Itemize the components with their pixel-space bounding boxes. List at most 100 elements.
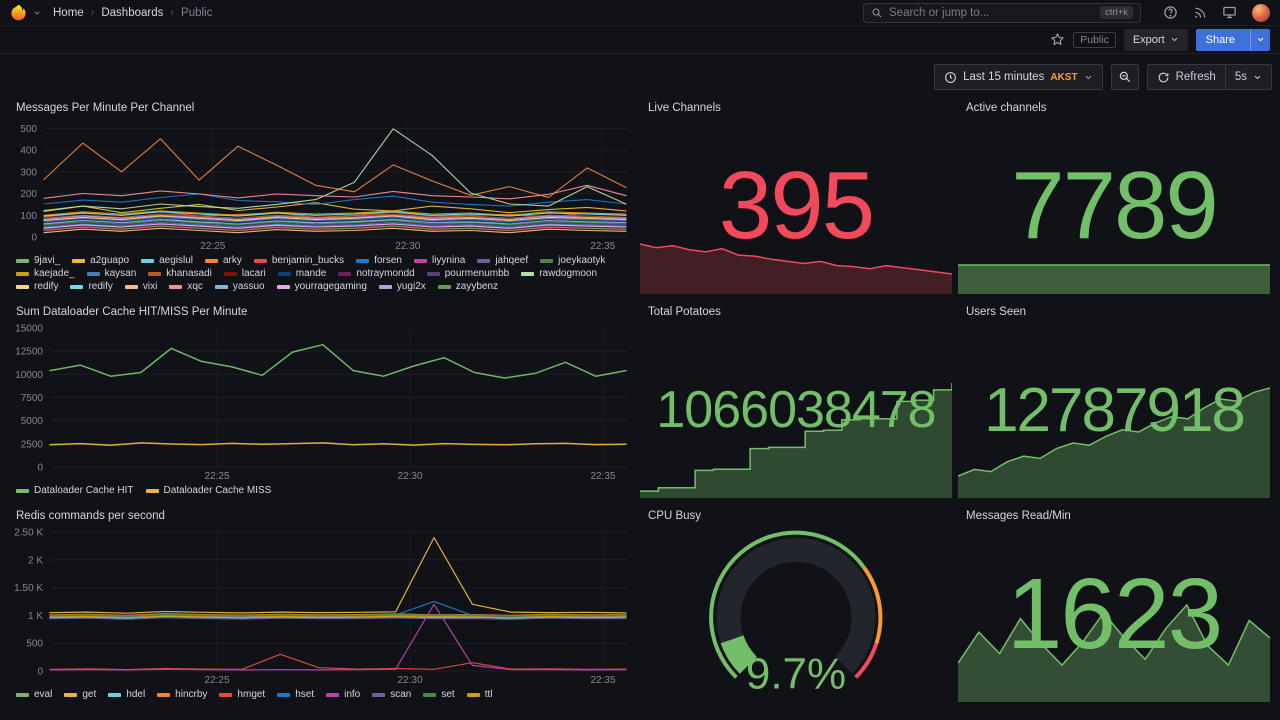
time-series-chart[interactable]: 22:25 22:30 22:35 0 500 1 K 1.50 K 2 K 2.50 K [8, 526, 634, 687]
dashboard-grid: Messages Per Minute Per Channel 22:25 22:… [0, 98, 1280, 702]
legend-item[interactable]: scan [372, 689, 411, 700]
breadcrumb-public[interactable]: Public [181, 6, 213, 19]
user-avatar[interactable] [1252, 3, 1270, 22]
legend-item[interactable]: notraymondd [338, 268, 415, 279]
legend-item[interactable]: yassuo [214, 281, 265, 292]
refresh-controls: Refresh 5s [1146, 64, 1272, 90]
legend-item[interactable]: pourmenumbb [426, 268, 509, 279]
legend-item[interactable]: hincrby [157, 689, 207, 700]
refresh-label: Refresh [1175, 71, 1216, 83]
panel-title[interactable]: CPU Busy [648, 510, 702, 522]
time-series-chart[interactable]: 22:25 22:30 22:35 0 2500 5000 7500 10000 12500 15… [8, 322, 634, 483]
legend-item[interactable]: ttl [466, 689, 493, 700]
stat-value: 1066038478 [656, 381, 936, 439]
stat-sparkline [958, 262, 1270, 294]
legend-label: joeykaotyk [558, 255, 606, 266]
legend-item[interactable]: yugi2x [378, 281, 426, 292]
legend-label: forsen [374, 255, 402, 266]
legend-item[interactable]: info [326, 689, 360, 700]
legend-item[interactable]: zayybenz [437, 281, 498, 292]
refresh-interval-dropdown[interactable]: 5s [1224, 65, 1271, 89]
breadcrumb: Home › Dashboards › Public [53, 7, 212, 19]
panel-title[interactable]: Total Potatoes [648, 306, 721, 318]
legend-item[interactable]: 9javi_ [16, 255, 60, 266]
legend-item[interactable]: benjamin_bucks [253, 255, 345, 266]
legend-item[interactable]: hdel [108, 689, 145, 700]
share-menu-chevron-icon[interactable] [1250, 28, 1270, 51]
legend-item[interactable]: kaysan [86, 268, 136, 279]
legend-color-dash [437, 284, 451, 289]
panel-title[interactable]: Redis commands per second [16, 510, 165, 522]
star-icon[interactable] [1050, 32, 1065, 47]
grafana-logo[interactable] [10, 4, 27, 21]
panel-active-channels: Active channels 7789 [958, 98, 1270, 294]
timezone-label: AKST [1050, 71, 1078, 83]
monitor-icon[interactable] [1222, 5, 1237, 20]
panel-users-seen: Users Seen 12787918 [958, 302, 1270, 498]
clock-icon [944, 71, 957, 84]
legend-color-dash [423, 692, 437, 697]
legend-color-dash [253, 258, 267, 263]
svg-text:22:25: 22:25 [205, 675, 230, 686]
org-switcher-chevron-icon[interactable] [33, 9, 41, 17]
panel-title[interactable]: Active channels [966, 102, 1047, 114]
legend-label: khanasadi [166, 268, 212, 279]
zoom-out-icon [1118, 70, 1132, 84]
legend-item[interactable]: forsen [356, 255, 402, 266]
help-icon[interactable] [1163, 5, 1178, 20]
legend-color-dash [16, 488, 29, 493]
legend-item[interactable]: redify [16, 281, 58, 292]
panel-title[interactable]: Messages Read/Min [966, 510, 1071, 522]
rss-icon[interactable] [1193, 6, 1207, 20]
legend-item[interactable]: get [64, 689, 96, 700]
panel-title[interactable]: Live Channels [648, 102, 721, 114]
panel-title[interactable]: Users Seen [966, 306, 1027, 318]
legend-item[interactable]: eval [16, 689, 52, 700]
legend-item[interactable]: vixi [124, 281, 157, 292]
legend-item[interactable]: kaejade_ [16, 268, 75, 279]
legend-color-dash [277, 692, 291, 697]
panel-title[interactable]: Sum Dataloader Cache HIT/MISS Per Minute [16, 306, 248, 318]
search-input[interactable]: Search or jump to... ctrl+k [863, 2, 1141, 23]
legend-item[interactable]: joeykaotyk [540, 255, 605, 266]
breadcrumb-home[interactable]: Home [53, 6, 84, 19]
svg-text:1 K: 1 K [28, 611, 43, 622]
time-series-chart[interactable]: 22:25 22:30 22:35 0 100 200 300 400 500 [8, 118, 634, 253]
legend-color-dash [214, 284, 228, 289]
svg-text:22:35: 22:35 [590, 675, 615, 686]
legend-item[interactable]: khanasadi [148, 268, 212, 279]
legend-item[interactable]: Dataloader Cache HIT [16, 485, 134, 496]
zoom-out-button[interactable] [1110, 64, 1139, 90]
legend-item[interactable]: liyynina [413, 255, 465, 266]
svg-text:500: 500 [26, 639, 43, 650]
legend-label: xqc [187, 281, 203, 292]
legend-item[interactable]: aegislul [141, 255, 193, 266]
legend-color-dash [477, 258, 491, 263]
legend-item[interactable]: rawdogmoon [521, 268, 597, 279]
legend-item[interactable]: set [423, 689, 455, 700]
legend-item[interactable]: arky [205, 255, 242, 266]
legend-color-dash [205, 258, 218, 263]
share-button[interactable]: Share [1195, 28, 1270, 51]
legend-item[interactable]: redify [70, 281, 113, 292]
time-range-picker[interactable]: Last 15 minutes AKST [934, 64, 1103, 90]
legend-item[interactable]: hset [277, 689, 314, 700]
legend-item[interactable]: mande [277, 268, 326, 279]
svg-text:0: 0 [31, 233, 37, 244]
legend-item[interactable]: hmget [219, 689, 265, 700]
legend-label: benjamin_bucks [271, 255, 345, 266]
legend-label: Dataloader Cache HIT [34, 485, 134, 496]
legend-item[interactable]: Dataloader Cache MISS [145, 485, 271, 496]
chevron-down-icon [1253, 73, 1262, 82]
legend-item[interactable]: yourragegaming [276, 281, 367, 292]
export-button[interactable]: Export [1123, 28, 1188, 51]
panel-title[interactable]: Messages Per Minute Per Channel [16, 102, 195, 114]
legend-item[interactable]: jahqeef [477, 255, 528, 266]
legend-item[interactable]: a2guapo [72, 255, 129, 266]
refresh-button[interactable]: Refresh [1148, 65, 1225, 89]
svg-text:15000: 15000 [15, 324, 43, 335]
legend-item[interactable]: lacari [223, 268, 266, 279]
legend-item[interactable]: xqc [169, 281, 203, 292]
breadcrumb-dashboards[interactable]: Dashboards [101, 6, 164, 19]
legend-label: kaejade_ [34, 268, 75, 279]
